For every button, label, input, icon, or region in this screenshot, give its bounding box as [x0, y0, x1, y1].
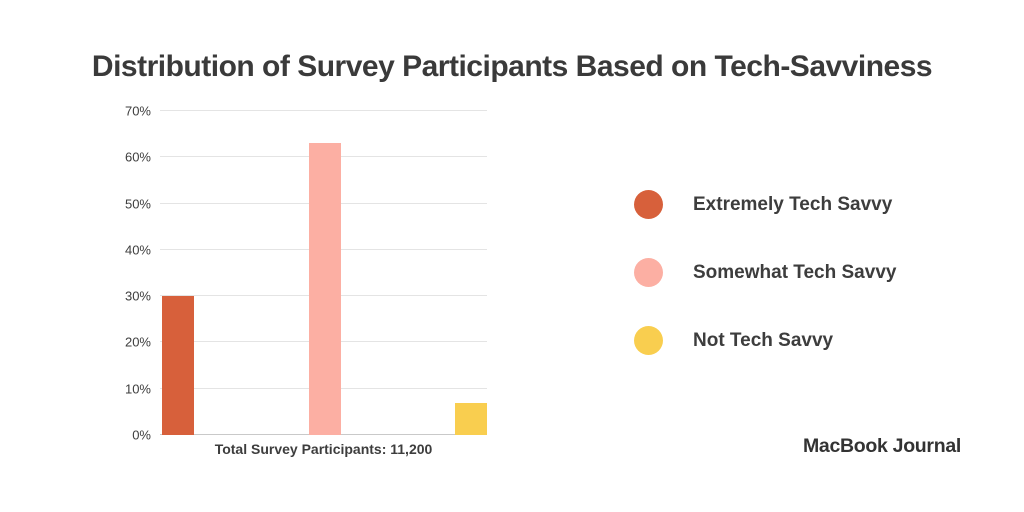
y-axis-tick-label: 70%	[124, 103, 151, 119]
chart-caption: Total Survey Participants: 11,200	[214, 441, 433, 457]
bar-extremely-tech-savvy	[162, 296, 194, 435]
legend-label: Somewhat Tech Savvy	[693, 261, 897, 283]
chart-legend: Extremely Tech Savvy Somewhat Tech Savvy…	[634, 190, 896, 394]
legend-swatch-orange-circle	[634, 190, 663, 219]
bar-not-tech-savvy	[455, 402, 487, 435]
y-axis-tick-label: 60%	[124, 149, 151, 165]
gridline	[160, 110, 487, 111]
legend-swatch-pink-circle	[634, 258, 663, 287]
y-axis-tick-label: 30%	[124, 288, 151, 304]
legend-item-somewhat-tech-savvy: Somewhat Tech Savvy	[634, 258, 896, 287]
y-axis-tick-label: 20%	[124, 334, 151, 350]
legend-item-extremely-tech-savvy: Extremely Tech Savvy	[634, 190, 896, 219]
bars-layer	[160, 111, 487, 435]
legend-item-not-tech-savvy: Not Tech Savvy	[634, 326, 896, 355]
y-axis-tick-label: 40%	[124, 242, 151, 258]
legend-label: Extremely Tech Savvy	[693, 193, 893, 215]
brand-logo-macbook-journal: MacBook Journal	[802, 435, 961, 457]
legend-swatch-yellow-circle	[634, 326, 663, 355]
legend-label: Not Tech Savvy	[693, 329, 834, 351]
y-axis-tick-label: 10%	[124, 381, 151, 397]
bar-chart-plot-area: 0% 10% 20% 30% 40% 50% 60% 70%	[125, 104, 487, 443]
y-axis-tick-label: 50%	[124, 196, 151, 212]
bar-somewhat-tech-savvy	[308, 143, 341, 435]
y-axis-tick-label: 0%	[132, 427, 151, 443]
chart-title: Distribution of Survey Participants Base…	[91, 50, 933, 83]
